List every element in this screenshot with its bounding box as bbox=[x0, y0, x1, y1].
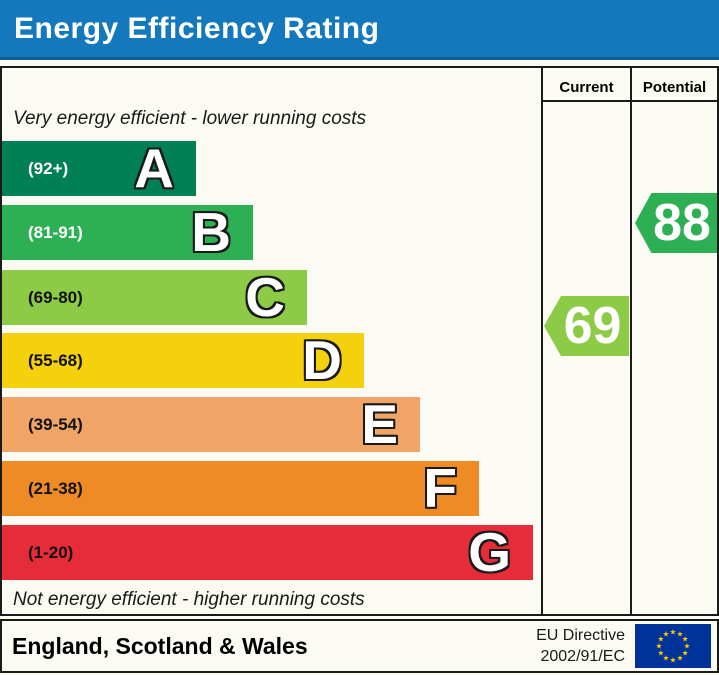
band-g: (1-20) G bbox=[2, 525, 533, 580]
band-b-range: (81-91) bbox=[28, 222, 83, 242]
svg-text:★: ★ bbox=[658, 635, 665, 644]
svg-text:★: ★ bbox=[670, 656, 677, 665]
eu-flag-icon: ★ ★ ★ ★ ★ ★ ★ ★ ★ ★ ★ ★ bbox=[635, 624, 711, 668]
svg-text:★: ★ bbox=[663, 630, 670, 639]
eu-directive-label: EU Directive 2002/91/EC bbox=[536, 625, 625, 667]
band-g-range: (1-20) bbox=[28, 542, 74, 562]
band-e: (39-54) E bbox=[2, 397, 420, 452]
eu-directive-line2: 2002/91/EC bbox=[540, 648, 625, 665]
svg-text:★: ★ bbox=[658, 649, 665, 658]
band-f: (21-38) F bbox=[2, 461, 479, 516]
band-c-letter: C bbox=[245, 266, 285, 328]
eu-directive-line1: EU Directive bbox=[536, 627, 625, 644]
band-d: (55-68) D bbox=[2, 333, 364, 388]
band-b: (81-91) B bbox=[2, 205, 253, 260]
band-c: (69-80) C bbox=[2, 270, 307, 325]
svg-text:★: ★ bbox=[677, 630, 684, 639]
svg-text:★: ★ bbox=[663, 654, 670, 663]
band-a-letter: A bbox=[134, 137, 174, 199]
band-g-letter: G bbox=[468, 521, 511, 583]
band-d-range: (55-68) bbox=[28, 350, 83, 370]
current-rating-marker: 69 bbox=[544, 296, 629, 356]
column-divider-current bbox=[541, 68, 543, 614]
svg-text:★: ★ bbox=[682, 649, 689, 658]
band-a: (92+) A bbox=[2, 141, 196, 196]
rating-table: Current Potential Very energy efficient … bbox=[0, 66, 719, 616]
page-title: Energy Efficiency Rating bbox=[14, 11, 380, 45]
chart-footer: England, Scotland & Wales EU Directive 2… bbox=[0, 619, 719, 673]
potential-rating-value: 88 bbox=[653, 194, 711, 252]
svg-text:★: ★ bbox=[670, 628, 677, 637]
band-f-range: (21-38) bbox=[28, 478, 83, 498]
potential-rating-marker: 88 bbox=[635, 193, 717, 253]
band-a-range: (92+) bbox=[28, 158, 69, 178]
svg-text:★: ★ bbox=[684, 642, 691, 651]
current-rating-value: 69 bbox=[563, 297, 622, 355]
band-e-range: (39-54) bbox=[28, 414, 83, 434]
svg-text:★: ★ bbox=[682, 635, 689, 644]
column-header-current: Current bbox=[559, 79, 614, 96]
bottom-note: Not energy efficient - higher running co… bbox=[13, 589, 365, 610]
region-label: England, Scotland & Wales bbox=[12, 633, 308, 659]
column-header-divider bbox=[541, 100, 717, 102]
band-c-range: (69-80) bbox=[28, 287, 83, 307]
column-header-potential: Potential bbox=[642, 79, 707, 96]
top-note: Very energy efficient - lower running co… bbox=[13, 108, 367, 129]
band-f-letter: F bbox=[423, 457, 457, 519]
svg-text:★: ★ bbox=[677, 654, 684, 663]
chart-title-banner: Energy Efficiency Rating bbox=[0, 0, 719, 60]
band-b-letter: B bbox=[191, 201, 231, 263]
svg-text:★: ★ bbox=[656, 642, 663, 651]
column-divider-potential bbox=[630, 68, 632, 614]
band-d-letter: D bbox=[302, 329, 342, 391]
band-e-letter: E bbox=[361, 393, 398, 455]
